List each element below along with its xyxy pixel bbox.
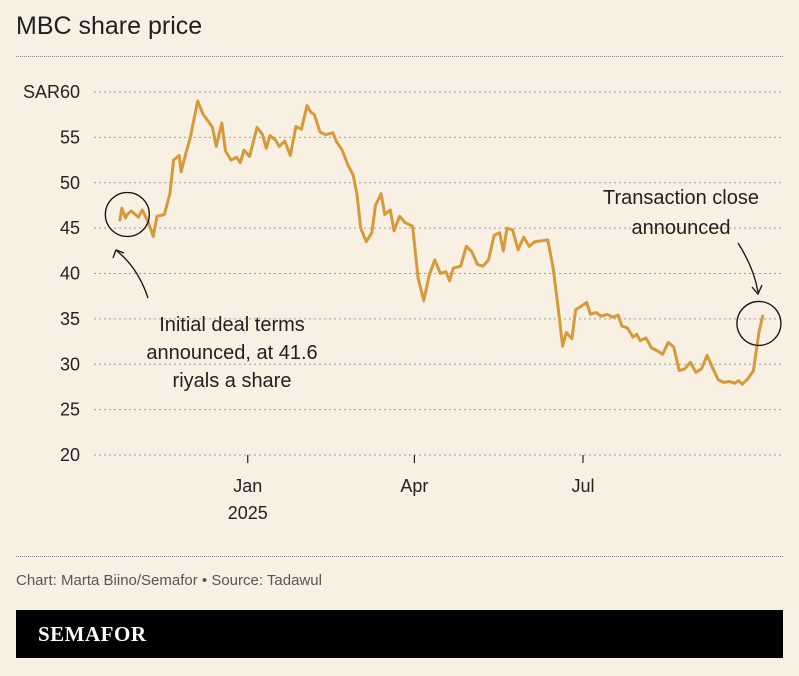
brand-bar: SEMAFOR	[16, 610, 783, 658]
y-tick-label: 30	[60, 354, 80, 374]
annotation-arrow-initial-deal	[116, 250, 149, 299]
brand-logo: SEMAFOR	[38, 622, 147, 646]
annotation-arrowhead-transaction-close	[751, 284, 763, 296]
y-tick-label: 45	[60, 218, 80, 238]
annotation-circle-transaction-close	[736, 300, 782, 347]
annotation-text-initial-deal: riyals a share	[173, 370, 292, 392]
y-tick-label: 20	[60, 445, 80, 465]
series-line-0	[118, 99, 765, 386]
x-tick-sublabel: 2025	[228, 503, 268, 523]
top-divider	[16, 56, 783, 57]
chart-credit: Chart: Marta Biino/Semafor • Source: Tad…	[16, 572, 322, 589]
x-tick-label: Jul	[571, 476, 594, 496]
y-tick-label: 55	[60, 127, 80, 147]
annotation-layer: Initial deal terms announced, at 41.6 riya…	[104, 187, 782, 392]
annotation-arrowhead-initial-deal	[112, 249, 125, 259]
y-tick-label: 25	[60, 400, 80, 420]
y-tick-label: 50	[60, 173, 80, 193]
annotation-arrow-transaction-close	[737, 242, 759, 293]
y-tick-label: 40	[60, 264, 80, 284]
bottom-divider	[16, 556, 783, 557]
annotation-text-initial-deal: announced, at 41.6	[146, 342, 317, 364]
y-tick-label: 35	[60, 309, 80, 329]
series-layer	[118, 99, 765, 386]
x-tick-label: Jan	[233, 476, 262, 496]
x-tick-label: Apr	[400, 476, 428, 496]
annotation-circle-initial-deal	[104, 191, 150, 238]
gridlines	[94, 91, 783, 456]
annotation-text-transaction-close: Transaction close	[603, 187, 759, 209]
annotation-text-transaction-close: announced	[632, 217, 731, 239]
y-tick-label: SAR60	[23, 82, 80, 102]
annotation-text-initial-deal: Initial deal terms	[159, 314, 305, 336]
chart-title: MBC share price	[16, 12, 203, 40]
y-axis: 20 25 30 35 40 45 50 55 SAR60	[23, 82, 80, 465]
x-axis: Jan 2025 Apr Jul	[228, 455, 594, 523]
